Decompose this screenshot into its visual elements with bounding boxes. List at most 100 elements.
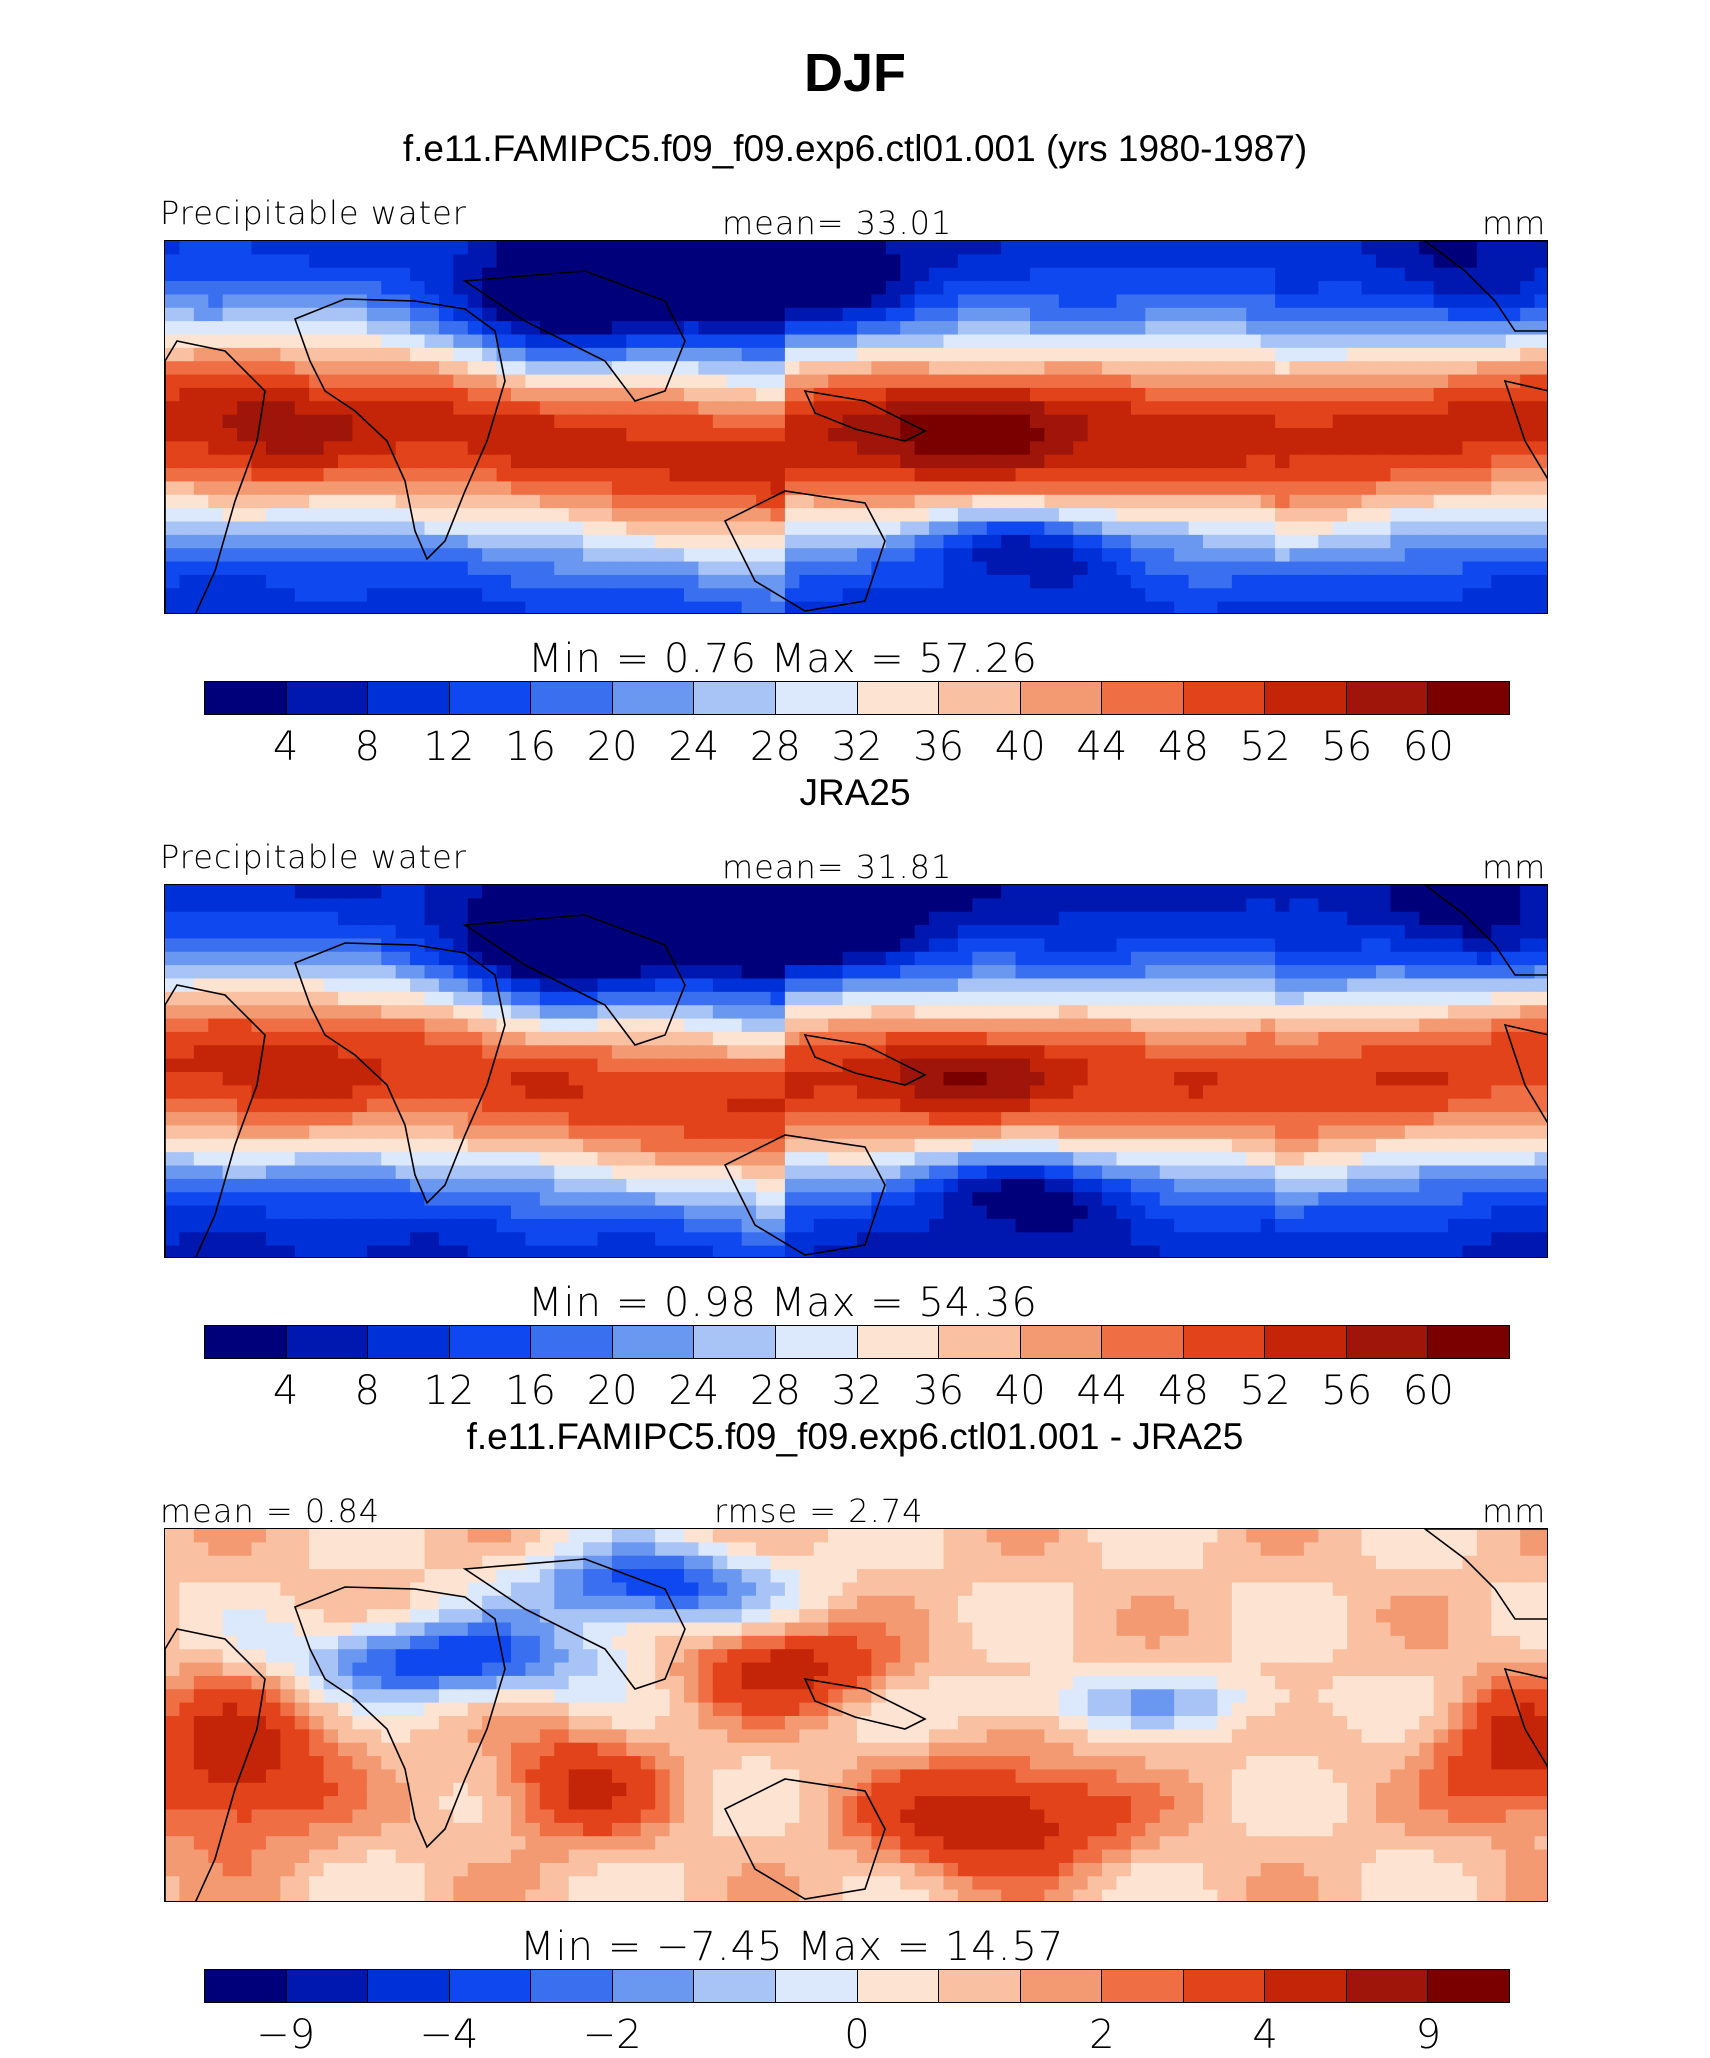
- field-cell: [626, 938, 641, 952]
- field-cell: [626, 898, 641, 912]
- field-cell: [569, 401, 584, 415]
- field-cell: [814, 938, 829, 952]
- field-cell: [338, 979, 353, 993]
- field-cell: [439, 321, 454, 335]
- field-cell: [1362, 495, 1377, 509]
- field-cell: [324, 254, 339, 268]
- field-cell: [944, 1005, 959, 1019]
- field-cell: [1535, 602, 1548, 614]
- field-cell: [179, 952, 194, 966]
- field-cell: [1290, 481, 1305, 495]
- field-cell: [655, 1192, 670, 1206]
- field-cell: [381, 548, 396, 562]
- field-cell: [569, 481, 584, 495]
- field-cell: [1232, 1005, 1247, 1019]
- field-cell: [972, 268, 987, 282]
- field-cell: [1275, 361, 1290, 375]
- field-cell: [237, 535, 252, 549]
- field-cell: [439, 1072, 454, 1086]
- field-cell: [583, 1085, 598, 1099]
- field-cell: [295, 361, 310, 375]
- field-cell: [655, 321, 670, 335]
- field-cell: [698, 979, 713, 993]
- field-cell: [1347, 468, 1362, 482]
- field-cell: [857, 481, 872, 495]
- field-cell: [525, 375, 540, 389]
- field-cell: [165, 1032, 180, 1046]
- field-cell: [569, 254, 584, 268]
- field-cell: [1304, 912, 1319, 926]
- field-cell: [1217, 241, 1232, 255]
- field-cell: [626, 455, 641, 469]
- field-cell: [612, 588, 627, 602]
- field-cell: [396, 428, 411, 442]
- field-cell: [1304, 415, 1319, 429]
- field-cell: [1246, 401, 1261, 415]
- field-cell: [1535, 481, 1548, 495]
- field-cell: [1376, 481, 1391, 495]
- field-cell: [1463, 508, 1478, 522]
- field-cell: [1073, 1045, 1088, 1059]
- field-cell: [338, 925, 353, 939]
- field-cell: [1203, 335, 1218, 349]
- field-cell: [583, 375, 598, 389]
- field-cell: [756, 1032, 771, 1046]
- field-cell: [1491, 321, 1506, 335]
- field-cell: [713, 965, 728, 979]
- field-cell: [771, 241, 786, 255]
- field-cell: [886, 938, 901, 952]
- field-cell: [1145, 1019, 1160, 1033]
- field-cell: [367, 441, 382, 455]
- field-cell: [799, 925, 814, 939]
- field-cell: [1448, 952, 1463, 966]
- field-cell: [1174, 575, 1189, 589]
- field-cell: [1189, 1072, 1204, 1086]
- field-cell: [338, 535, 353, 549]
- field-cell: [352, 281, 367, 295]
- field-cell: [1203, 562, 1218, 576]
- field-cell: [1434, 979, 1449, 993]
- field-cell: [525, 495, 540, 509]
- field-cell: [280, 925, 295, 939]
- field-cell: [1203, 965, 1218, 979]
- field-cell: [280, 588, 295, 602]
- field-cell: [1217, 952, 1232, 966]
- field-cell: [1491, 375, 1506, 389]
- field-cell: [598, 925, 613, 939]
- field-cell: [1001, 508, 1016, 522]
- field-cell: [453, 925, 468, 939]
- field-cell: [309, 602, 324, 614]
- field-cell: [972, 979, 987, 993]
- field-cell: [1275, 535, 1290, 549]
- field-cell: [583, 1179, 598, 1193]
- field-cell: [886, 348, 901, 362]
- field-cell: [525, 1005, 540, 1019]
- field-cell: [1232, 965, 1247, 979]
- field-cell: [1434, 268, 1449, 282]
- field-cell: [179, 938, 194, 952]
- field-cell: [367, 1152, 382, 1166]
- field-cell: [799, 602, 814, 614]
- field-cell: [1174, 952, 1189, 966]
- colorbar-tick-label: 32: [832, 724, 883, 770]
- field-cell: [626, 562, 641, 576]
- field-cell: [1044, 1139, 1059, 1153]
- field-cell: [1102, 375, 1117, 389]
- field-cell: [987, 361, 1002, 375]
- field-cell: [871, 602, 886, 614]
- field-cell: [252, 1005, 267, 1019]
- field-cell: [1030, 308, 1045, 322]
- field-cell: [223, 925, 238, 939]
- field-cell: [857, 1019, 872, 1033]
- field-cell: [410, 925, 425, 939]
- field-cell: [1246, 938, 1261, 952]
- field-cell: [569, 522, 584, 536]
- field-cell: [252, 1045, 267, 1059]
- field-cell: [1520, 1112, 1535, 1126]
- field-cell: [1261, 575, 1276, 589]
- field-cell: [612, 441, 627, 455]
- field-cell: [554, 455, 569, 469]
- field-cell: [1030, 508, 1045, 522]
- field-cell: [266, 965, 281, 979]
- field-cell: [684, 1112, 699, 1126]
